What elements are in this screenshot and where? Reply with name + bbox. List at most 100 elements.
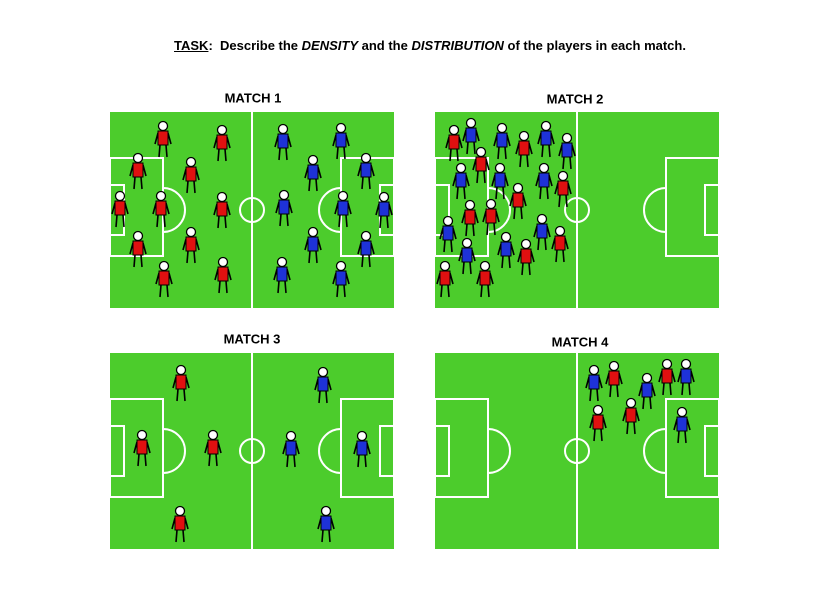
player-body	[475, 156, 487, 172]
player-head	[592, 404, 604, 416]
player	[152, 190, 170, 228]
player-head	[475, 146, 487, 158]
player-leg	[684, 430, 687, 444]
player-head	[335, 122, 347, 134]
player-body	[485, 208, 497, 224]
player-leg	[133, 254, 136, 268]
player-body	[276, 266, 288, 282]
penalty-arc	[162, 187, 186, 233]
player-leg	[546, 186, 549, 200]
player-leg	[600, 428, 603, 442]
player	[551, 225, 569, 263]
penalty-arc	[643, 428, 667, 474]
match-title: MATCH 3	[224, 331, 281, 346]
player-leg	[463, 186, 466, 200]
player-leg	[616, 384, 619, 398]
player-leg	[193, 250, 196, 264]
player-leg	[308, 178, 311, 192]
player-leg	[158, 144, 161, 158]
player-leg	[166, 284, 169, 298]
player-head	[536, 213, 548, 225]
player-leg	[176, 388, 179, 402]
player-leg	[336, 146, 339, 160]
player-head	[464, 199, 476, 211]
player-body	[335, 132, 347, 148]
player	[332, 122, 350, 160]
centre-circle	[239, 197, 265, 223]
player	[673, 406, 691, 444]
player-leg	[456, 148, 459, 162]
player	[658, 358, 676, 396]
player-head	[439, 260, 451, 272]
player-leg	[122, 214, 125, 228]
player-head	[175, 364, 187, 376]
player-leg	[140, 254, 143, 268]
player-leg	[589, 388, 592, 402]
player-leg	[321, 529, 324, 543]
task-part: : Describe the	[208, 38, 302, 53]
player-leg	[440, 284, 443, 298]
player-body	[442, 225, 454, 241]
player	[638, 372, 656, 410]
player-leg	[343, 284, 346, 298]
player-leg	[286, 454, 289, 468]
player-head	[465, 117, 477, 129]
player	[462, 117, 480, 155]
player	[204, 429, 222, 467]
player	[111, 190, 129, 228]
player-leg	[293, 454, 296, 468]
player	[375, 191, 393, 229]
player-leg	[175, 529, 178, 543]
player-body	[554, 235, 566, 251]
player-leg	[669, 382, 672, 396]
player	[182, 156, 200, 194]
player-head	[114, 190, 126, 202]
pitch	[109, 353, 395, 549]
player-head	[680, 358, 692, 370]
player	[472, 146, 490, 184]
player-body	[461, 247, 473, 263]
player-body	[157, 130, 169, 146]
player-leg	[456, 186, 459, 200]
player-body	[496, 132, 508, 148]
player-leg	[386, 215, 389, 229]
player-head	[496, 122, 508, 134]
player-head	[278, 189, 290, 201]
player-leg	[224, 215, 227, 229]
penalty-arc	[487, 428, 511, 474]
player-body	[538, 172, 550, 188]
player-body	[158, 270, 170, 286]
player-leg	[662, 382, 665, 396]
player-body	[378, 201, 390, 217]
player-leg	[182, 529, 185, 543]
player	[357, 152, 375, 190]
player	[605, 360, 623, 398]
player-leg	[115, 214, 118, 228]
player-leg	[649, 396, 652, 410]
player-leg	[325, 390, 328, 404]
player-head	[540, 120, 552, 132]
player	[439, 215, 457, 253]
player-body	[132, 162, 144, 178]
player-body	[114, 200, 126, 216]
player-body	[512, 192, 524, 208]
player-leg	[450, 239, 453, 253]
player-head	[174, 505, 186, 517]
player	[554, 170, 572, 208]
player-body	[337, 200, 349, 216]
player	[214, 256, 232, 294]
player-body	[479, 270, 491, 286]
player	[334, 190, 352, 228]
player-leg	[565, 194, 568, 208]
player-body	[307, 236, 319, 252]
player-leg	[520, 206, 523, 220]
player-head	[608, 360, 620, 372]
centre-circle	[564, 197, 590, 223]
player-leg	[486, 222, 489, 236]
player-leg	[555, 249, 558, 263]
player-body	[500, 241, 512, 257]
player	[275, 189, 293, 227]
task-label: TASK	[174, 38, 209, 53]
player-leg	[186, 180, 189, 194]
